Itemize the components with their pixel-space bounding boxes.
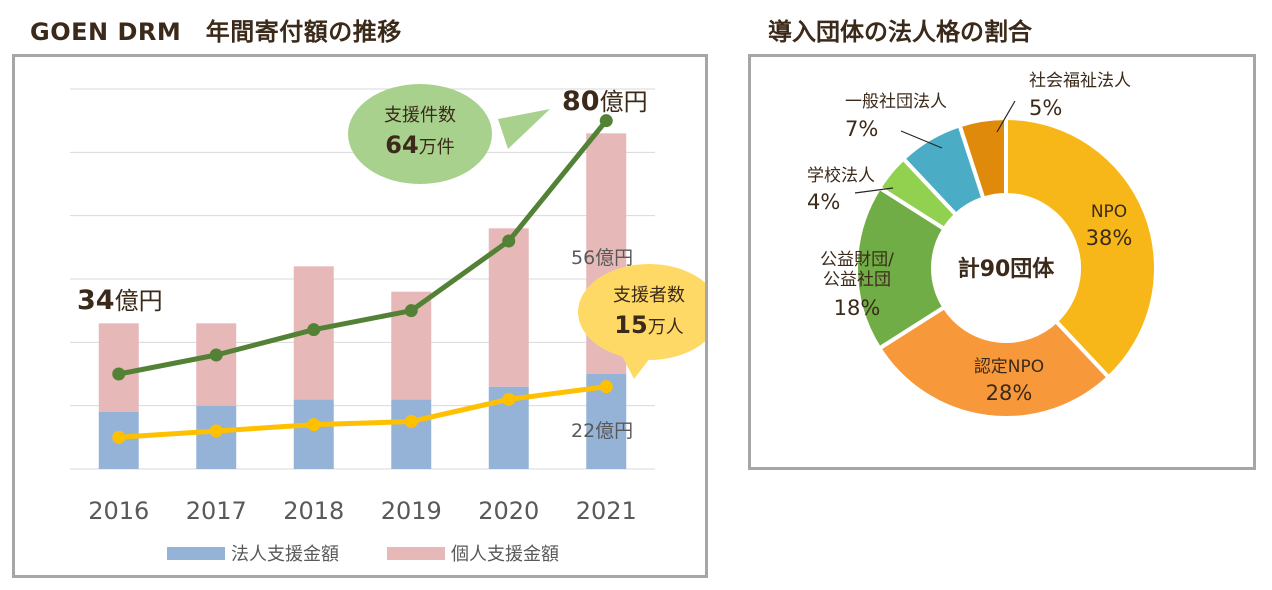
- bubble-cases-tail: [498, 109, 550, 149]
- x-tick-label-2020: 2020: [478, 497, 539, 525]
- donut-slice-2: [854, 184, 948, 352]
- bar-personal-2017: [196, 323, 237, 406]
- cases-point-2018: [307, 323, 321, 337]
- donation-chart-panel: 2016 2017 2018 2019 2020 2021 34億円 80億円 56億円 22億…: [12, 54, 720, 578]
- legal-entity-donut-chart: 計90団体 NPO 38% 認定NPO 28% 公益財団/公益社団 18% 学校法人 4% 一般社…: [807, 71, 1158, 420]
- cases-point-2017: [209, 348, 223, 362]
- bubble-cases-label: 支援件数: [384, 105, 456, 126]
- cases-point-2019: [404, 304, 418, 318]
- donors-point-2017: [209, 424, 223, 438]
- legend-label-personal: 個人支援金額: [451, 544, 559, 565]
- bubble-cases-value: 64万件: [385, 131, 454, 159]
- donut-slice-0: [1004, 115, 1158, 381]
- bar-corporate-2018: [293, 399, 334, 469]
- donut-pct-0: 38%: [1086, 226, 1133, 250]
- donut-label-5: 社会福祉法人: [1029, 71, 1131, 91]
- donut-pct-1: 28%: [986, 381, 1033, 405]
- donut-pct-4: 7%: [845, 117, 878, 141]
- cases-point-2016: [112, 367, 126, 381]
- donut-label-4: 一般社団法人: [845, 92, 947, 112]
- annotation-corporate-2021: 22億円: [571, 420, 633, 442]
- donut-label-1: 認定NPO: [974, 357, 1044, 377]
- legend-swatch-personal: [387, 547, 445, 560]
- bubble-donors: [578, 264, 720, 360]
- legend-label-corporate: 法人支援金額: [231, 544, 339, 565]
- bubble-donors-value: 15万人: [614, 311, 683, 339]
- x-tick-label-2018: 2018: [283, 497, 344, 525]
- donors-point-2021: [599, 380, 613, 394]
- donut-leader-5: [996, 100, 1016, 133]
- annotation-start-total: 34億円: [77, 285, 163, 316]
- right-chart-title: 導入団体の法人格の割合: [768, 18, 1032, 46]
- donut-center-label: 計90団体: [958, 256, 1056, 282]
- bar-corporate-2019: [391, 399, 432, 469]
- legend-swatch-corporate: [167, 547, 225, 560]
- donut-label-0: NPO: [1091, 202, 1127, 222]
- donut-pct-5: 5%: [1029, 96, 1062, 120]
- donut-leader-4: [900, 130, 943, 149]
- donut-pct-3: 4%: [807, 190, 840, 214]
- bar-personal-2020: [488, 228, 529, 387]
- donors-line: [118, 384, 607, 440]
- bubble-donors-label: 支援者数: [613, 285, 685, 306]
- donut-slice-1: [876, 304, 1112, 420]
- left-chart-title: GOEN DRM 年間寄付額の推移: [30, 18, 402, 46]
- donut-label-2: 公益財団/公益社団: [820, 250, 894, 290]
- cases-line: [118, 119, 609, 377]
- x-tick-label-2019: 2019: [381, 497, 442, 525]
- donut-label-3: 学校法人: [807, 166, 875, 186]
- donors-point-2020: [502, 392, 516, 406]
- cases-point-2020: [502, 234, 516, 248]
- donors-point-2018: [307, 418, 321, 432]
- donation-chart: 2016 2017 2018 2019 2020 2021 34億円 80億円 56億円 22億…: [70, 84, 720, 565]
- annotation-end-total: 80億円: [562, 86, 648, 117]
- donors-point-2016: [112, 430, 126, 444]
- x-tick-label-2021: 2021: [576, 497, 637, 525]
- donut-pct-2: 18%: [834, 296, 881, 320]
- cases-point-2021: [599, 114, 613, 128]
- legal-entity-chart-panel: 計90団体 NPO 38% 認定NPO 28% 公益財団/公益社団 18% 学校法人 4% 一般社…: [748, 54, 1256, 470]
- donors-point-2019: [404, 415, 418, 428]
- donut-slice-5: [957, 115, 1008, 202]
- bubble-cases: [348, 84, 492, 184]
- donut-leader-3: [854, 187, 894, 194]
- x-tick-label-2017: 2017: [186, 497, 247, 525]
- annotation-personal-2021: 56億円: [571, 247, 633, 269]
- x-tick-label-2016: 2016: [88, 497, 149, 525]
